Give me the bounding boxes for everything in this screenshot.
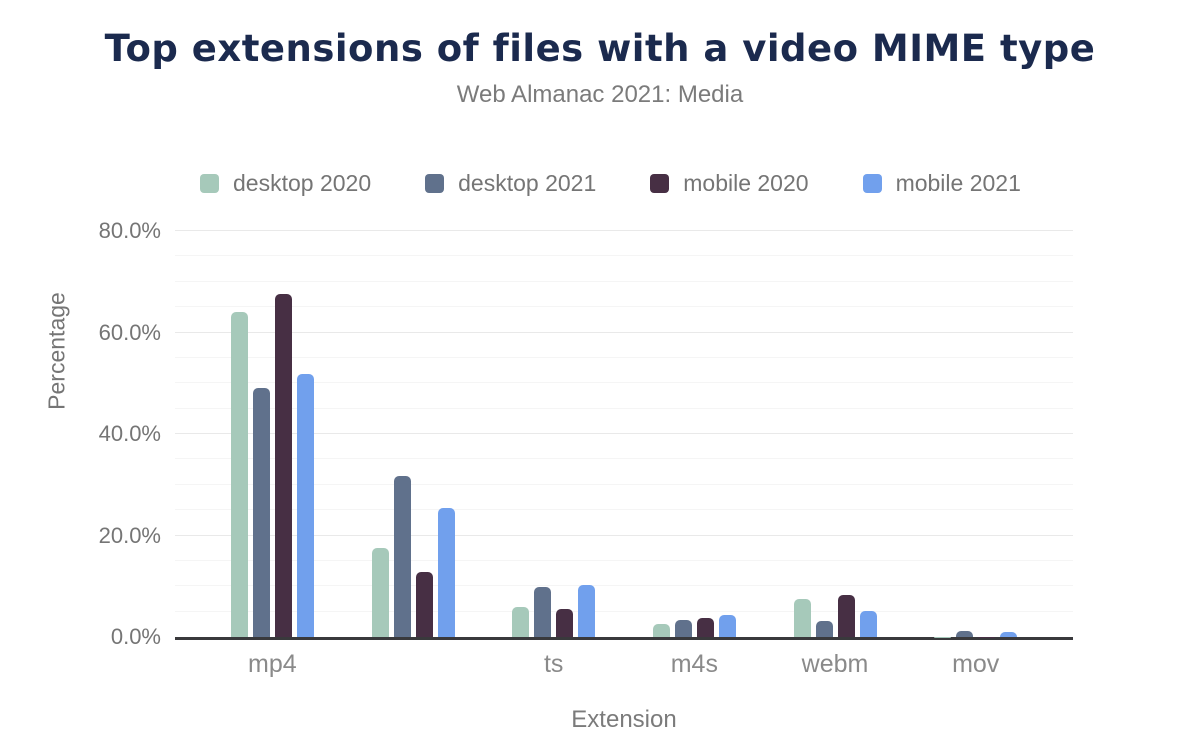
bar-m4s-desktop-2020[interactable]	[652, 624, 670, 637]
minor-gridline	[175, 610, 1073, 612]
minor-gridline	[175, 509, 1073, 511]
minor-gridline	[175, 585, 1073, 587]
y-tick-label: 40.0%	[98, 421, 161, 446]
bar-group-blank	[343, 231, 484, 637]
bar-m4s-desktop-2021[interactable]	[674, 620, 692, 637]
minor-gridline	[175, 306, 1073, 308]
bar-webm-mobile-2021[interactable]	[859, 610, 877, 637]
x-tick-label-m4s: m4s	[670, 650, 718, 678]
bar-webm-desktop-2021[interactable]	[815, 620, 833, 637]
bar-blank-mobile-2021[interactable]	[437, 507, 455, 637]
major-gridline	[175, 230, 1073, 231]
x-tick-labels: mp4 ts m4s webm mov	[175, 650, 1073, 679]
chart-figure: Top extensions of files with a video MIM…	[0, 27, 1200, 742]
minor-gridline	[175, 382, 1073, 384]
major-gridline	[175, 433, 1073, 434]
bar-blank-desktop-2021[interactable]	[393, 475, 411, 637]
bar-group-ts	[483, 231, 624, 637]
minor-gridline	[175, 255, 1073, 257]
legend-label: mobile 2021	[895, 170, 1021, 196]
bar-blank-mobile-2020[interactable]	[415, 571, 433, 637]
bar-m4s-mobile-2020[interactable]	[696, 618, 714, 637]
legend-label: desktop 2020	[233, 170, 372, 196]
legend-swatch-icon	[862, 174, 882, 193]
y-axis-title: Percentage	[43, 292, 70, 410]
bar-group-webm	[765, 231, 906, 637]
minor-gridline	[175, 407, 1073, 409]
bar-mp4-mobile-2020[interactable]	[274, 294, 292, 637]
chart-subtitle: Web Almanac 2021: Media	[456, 81, 744, 108]
chart-title: Top extensions of files with a video MIM…	[104, 27, 1096, 70]
minor-gridline	[175, 356, 1073, 358]
y-tick-label: 60.0%	[98, 319, 161, 345]
minor-gridline	[175, 559, 1073, 561]
legend-swatch-icon	[650, 174, 670, 193]
x-axis-title: Extension	[571, 706, 677, 733]
bar-webm-desktop-2020[interactable]	[793, 598, 811, 637]
bar-mov-mobile-2020[interactable]	[978, 636, 996, 637]
major-gridline	[175, 534, 1073, 536]
minor-gridline	[175, 458, 1073, 460]
legend-label: desktop 2021	[458, 170, 597, 196]
bar-mp4-mobile-2021[interactable]	[296, 374, 314, 637]
x-tick-label-blank	[343, 650, 484, 679]
bar-mov-mobile-2021[interactable]	[1000, 632, 1018, 637]
x-tick-label-mp4: mp4	[248, 650, 297, 678]
legend-swatch-icon	[200, 174, 219, 193]
bar-m4s-mobile-2021[interactable]	[718, 614, 736, 637]
legend-item-desktop-2021: desktop 2021	[425, 170, 596, 197]
minor-gridline	[175, 280, 1073, 282]
legend-item-mobile-2020: mobile 2020	[650, 170, 809, 197]
bar-group-mp4	[202, 231, 343, 637]
legend: desktop 2020 desktop 2021 mobile 2020 mobil…	[200, 170, 1021, 197]
bars-container	[175, 231, 1073, 637]
legend-label: mobile 2020	[683, 170, 809, 196]
y-tick-label: 80.0%	[98, 218, 161, 243]
bar-ts-desktop-2021[interactable]	[534, 586, 552, 637]
legend-item-desktop-2020: desktop 2020	[200, 170, 371, 197]
bar-mp4-desktop-2021[interactable]	[252, 388, 270, 637]
x-tick-label-webm: webm	[801, 650, 869, 678]
legend-item-mobile-2021: mobile 2021	[862, 170, 1021, 197]
bar-webm-mobile-2020[interactable]	[837, 594, 855, 637]
plot-area: 0.0% 20.0% 40.0% 60.0% 80.0% mp4 ts m4s webm mov	[99, 218, 1073, 678]
bar-group-mov	[905, 231, 1046, 637]
major-gridline	[175, 331, 1073, 333]
bar-mov-desktop-2021[interactable]	[956, 631, 974, 637]
bar-mp4-desktop-2020[interactable]	[230, 312, 248, 637]
bar-ts-desktop-2020[interactable]	[512, 607, 530, 637]
bar-ts-mobile-2020[interactable]	[556, 609, 574, 637]
bar-group-m4s	[624, 231, 765, 637]
legend-swatch-icon	[425, 174, 445, 193]
y-tick-label: 0.0%	[110, 624, 161, 649]
bar-blank-desktop-2020[interactable]	[371, 547, 389, 637]
x-tick-label-mov: mov	[952, 650, 1000, 678]
minor-gridline	[175, 483, 1073, 485]
bar-ts-mobile-2021[interactable]	[578, 584, 596, 637]
bar-mov-desktop-2020[interactable]	[934, 636, 952, 637]
x-tick-label-ts: ts	[543, 650, 564, 678]
y-tick-label: 20.0%	[98, 522, 161, 548]
